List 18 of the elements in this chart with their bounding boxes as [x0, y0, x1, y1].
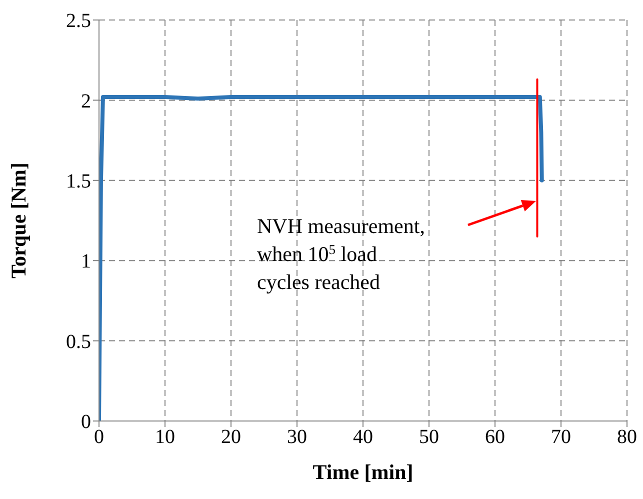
y-axis-title: Torque [Nm] [6, 162, 30, 279]
x-tick-label: 20 [221, 426, 241, 448]
x-tick-label: 30 [287, 426, 307, 448]
annotation: NVH measurement, when 10$^{5}$ load cycles reached [257, 214, 425, 294]
x-axis-title: Time [min] [312, 460, 414, 484]
y-tick-label: 2 [81, 90, 91, 112]
x-tick-label: 40 [353, 426, 373, 448]
y-tick-label: 1.5 [66, 170, 91, 192]
y-tick-label: 0.5 [66, 330, 91, 353]
y-tick-label: 0 [81, 411, 91, 434]
x-tick-label: 60 [485, 426, 505, 448]
line-series [99, 94, 544, 421]
x-tick-label: 50 [419, 426, 439, 448]
x-tick-label: 80 [617, 426, 637, 448]
x-tick-label: 70 [551, 426, 571, 448]
x-tick-label: 10 [155, 426, 175, 448]
y-tick-label: 2.5 [66, 10, 91, 32]
y-tick-label: 1 [81, 250, 91, 273]
